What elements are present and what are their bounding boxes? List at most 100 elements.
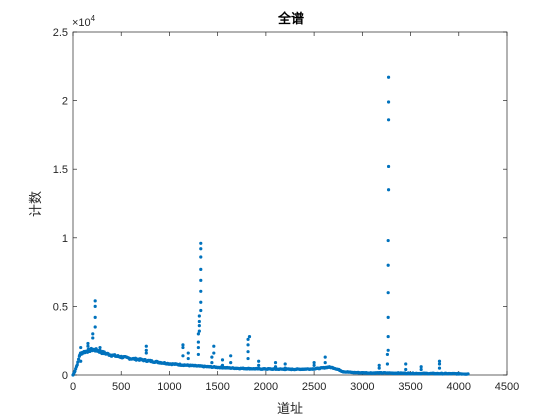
x-axis-label: 道址 — [277, 402, 303, 417]
peak-point — [323, 361, 327, 365]
y-exponent-power: 4 — [91, 14, 96, 23]
peak-point — [196, 332, 200, 336]
peak-point — [246, 356, 250, 361]
x-tick-label: 4000 — [447, 381, 471, 393]
peak-point — [283, 362, 287, 366]
peak-point — [377, 366, 381, 370]
peak-point — [323, 355, 327, 359]
peak-point — [93, 315, 97, 319]
peak-point — [210, 361, 214, 365]
peak-point — [181, 354, 185, 358]
y-tick-label: 1 — [62, 233, 68, 245]
axis-ticks: 0 500 1000 1500 2000 2500 3000 3500 4000 4500 0 0.5… — [53, 27, 520, 393]
peak-point — [419, 367, 423, 372]
x-tick-label: 3000 — [350, 381, 374, 393]
baseline-point — [76, 357, 81, 361]
peak-point — [229, 361, 233, 365]
peak-point — [257, 363, 261, 367]
peak-point — [197, 329, 201, 333]
y-tick-label: 0.5 — [53, 301, 68, 313]
peak-point — [273, 365, 278, 369]
peak-point — [186, 356, 190, 361]
x-tick-label: 3500 — [398, 381, 422, 393]
peak-point — [273, 361, 278, 365]
baseline-point — [76, 360, 80, 364]
peak-point — [93, 325, 97, 329]
peak-point — [144, 351, 148, 355]
y-tick-label: 0 — [62, 370, 68, 382]
peak-point — [199, 255, 203, 259]
peak-point — [186, 351, 190, 355]
y-tick-label: 2 — [62, 96, 68, 108]
peak-point — [79, 345, 83, 350]
x-tick-label: 0 — [70, 381, 76, 393]
peak-point — [246, 350, 250, 354]
peak-point — [79, 359, 83, 363]
peak-point — [247, 334, 252, 339]
peak-point — [98, 345, 102, 350]
peak-point — [196, 345, 200, 350]
y-exponent-base: ×10 — [72, 17, 91, 29]
x-tick-label: 1500 — [205, 381, 229, 393]
peak-point — [98, 348, 102, 352]
x-tick-label: 500 — [112, 381, 130, 393]
peak-point — [86, 344, 90, 348]
peak-point — [199, 247, 203, 251]
peak-point — [386, 263, 390, 267]
peak-point — [246, 343, 250, 347]
peak-point — [229, 354, 233, 358]
peak-point — [79, 352, 83, 357]
peak-point — [386, 291, 390, 295]
x-tick-label: 2500 — [302, 381, 326, 393]
peak-point — [246, 337, 250, 341]
peak-point — [386, 188, 391, 192]
peak-point — [212, 344, 216, 348]
peak-point — [212, 351, 216, 355]
peak-point — [419, 365, 423, 369]
peak-point — [144, 348, 148, 352]
peak-point — [437, 366, 442, 370]
peak-point — [437, 362, 442, 366]
peak-point — [210, 355, 214, 359]
peak-point — [196, 352, 200, 357]
peak-point — [199, 289, 203, 293]
peak-point — [386, 348, 390, 352]
chart-title: 全谱 — [277, 11, 304, 27]
peak-point — [93, 299, 97, 303]
peak-point — [181, 343, 185, 347]
peak-point — [197, 324, 201, 328]
y-exponent-label: ×104 — [72, 14, 96, 29]
peak-point — [386, 118, 391, 122]
peak-point — [86, 341, 90, 346]
data-points — [71, 75, 470, 377]
peak-point — [386, 238, 390, 243]
peak-point — [144, 344, 148, 348]
peak-point — [377, 363, 381, 367]
peak-point — [404, 367, 408, 372]
baseline-point — [466, 372, 470, 376]
peak-point — [220, 358, 225, 362]
y-tick-label: 1.5 — [53, 164, 68, 176]
peak-point — [196, 340, 200, 344]
peak-point — [386, 75, 391, 79]
peak-point — [385, 362, 390, 366]
peak-point — [312, 361, 316, 365]
peak-point — [386, 315, 390, 319]
peak-point — [386, 164, 391, 169]
peak-point — [283, 366, 287, 370]
peak-point — [220, 363, 225, 367]
peak-point — [93, 304, 97, 308]
x-tick-label: 1000 — [157, 381, 181, 393]
peak-point — [199, 300, 203, 304]
x-tick-label: 2000 — [254, 381, 278, 393]
peak-point — [312, 363, 316, 367]
peak-point — [199, 308, 203, 313]
peak-point — [199, 241, 203, 245]
peak-point — [199, 267, 203, 271]
peak-point — [257, 359, 261, 363]
peak-point — [385, 352, 390, 357]
peak-point — [437, 359, 442, 363]
plot-area — [72, 31, 508, 376]
peak-point — [386, 334, 390, 339]
